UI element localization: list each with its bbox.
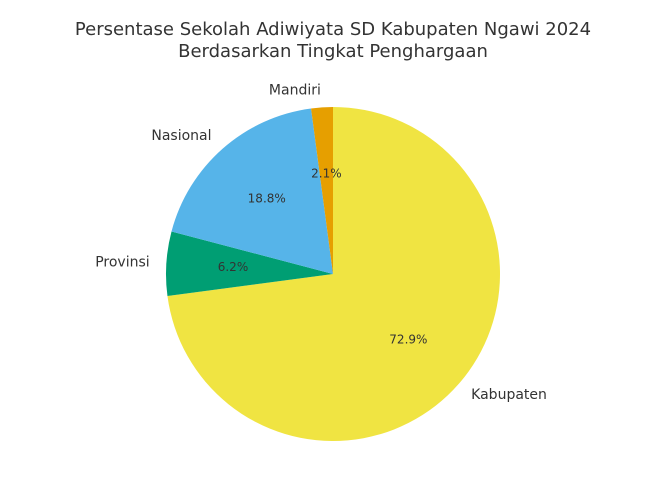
pie-slice <box>166 231 333 296</box>
value-label: 72.9% <box>389 333 427 347</box>
slice-label: Mandiri <box>269 83 321 99</box>
slice-label: Nasional <box>151 128 211 144</box>
value-label: 18.8% <box>248 191 286 205</box>
pie-slice <box>311 107 333 274</box>
chart-title: Persentase Sekolah Adiwiyata SD Kabupate… <box>75 19 591 40</box>
value-label: 6.2% <box>218 260 249 274</box>
value-label: 2.1% <box>311 167 342 181</box>
chart-title: Berdasarkan Tingkat Penghargaan <box>178 41 488 62</box>
slice-label: Kabupaten <box>471 387 547 403</box>
slice-label: Provinsi <box>95 254 149 270</box>
pie-slice <box>171 108 333 274</box>
pie-slice <box>167 107 501 442</box>
